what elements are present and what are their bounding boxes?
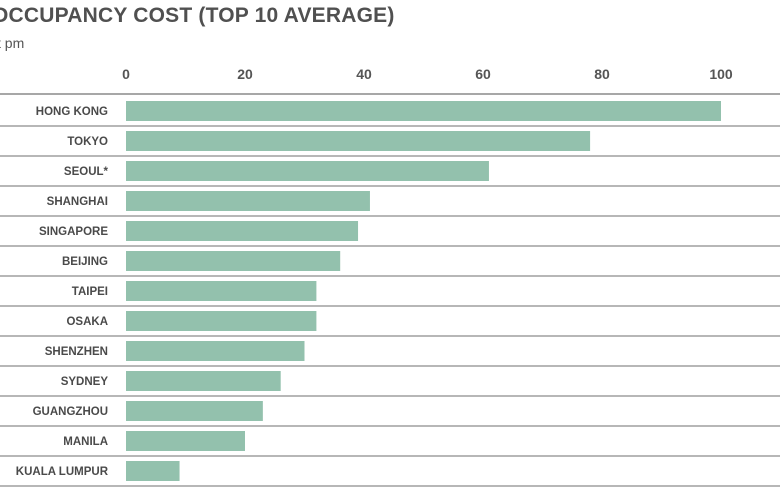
category-label: SEOUL* <box>64 166 109 178</box>
bar <box>126 461 180 481</box>
category-label: TAIPEI <box>72 286 108 298</box>
bar <box>126 161 489 181</box>
category-label: GUANGZHOU <box>33 406 108 418</box>
category-label: KUALA LUMPUR <box>16 466 109 478</box>
bar <box>126 131 591 151</box>
category-label: OSAKA <box>66 316 108 328</box>
bar <box>126 401 263 421</box>
bar <box>126 101 721 121</box>
x-tick-label: 20 <box>237 66 253 82</box>
bar <box>126 341 305 361</box>
category-label: TOKYO <box>67 136 108 148</box>
x-tick-label: 60 <box>475 66 491 82</box>
x-tick-label: 40 <box>356 66 372 82</box>
bar <box>126 431 245 451</box>
bar <box>126 281 317 301</box>
bar <box>126 221 359 241</box>
bar <box>126 191 370 211</box>
bar <box>126 251 341 271</box>
category-label: BEIJING <box>62 256 108 268</box>
bar <box>126 371 281 391</box>
category-label: SINGAPORE <box>39 226 108 238</box>
category-label: SYDNEY <box>61 376 109 388</box>
category-label: HONG KONG <box>36 106 108 118</box>
category-label: MANILA <box>63 436 108 448</box>
chart-title: OCCUPANCY COST (TOP 10 AVERAGE) <box>0 4 395 27</box>
category-label: SHENZHEN <box>45 346 108 358</box>
bar <box>126 311 317 331</box>
category-label: SHANGHAI <box>47 196 108 208</box>
x-tick-label: 100 <box>709 66 733 82</box>
chart-subtitle: t pm <box>0 35 25 51</box>
x-tick-label: 80 <box>594 66 610 82</box>
x-tick-label: 0 <box>122 66 130 82</box>
